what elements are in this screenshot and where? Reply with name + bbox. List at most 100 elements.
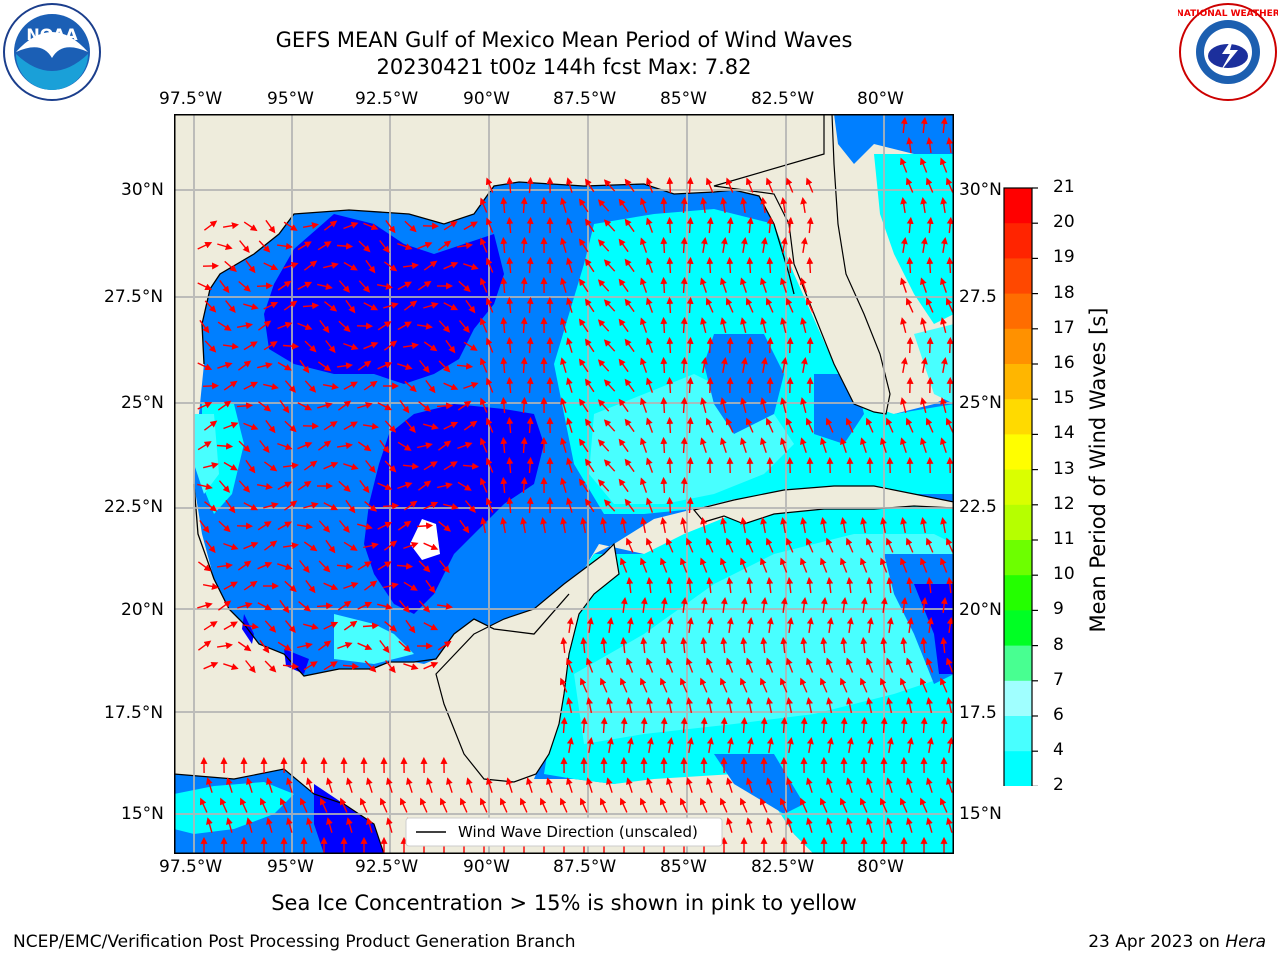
wave-direction-arrow (425, 379, 436, 394)
wave-direction-arrow (946, 817, 953, 833)
wave-direction-arrow (346, 817, 353, 833)
wave-direction-arrow (880, 437, 887, 453)
colorbar-cell (1004, 645, 1032, 682)
lon-label-top: 95°W (267, 89, 314, 109)
wave-direction-arrow (345, 299, 356, 314)
wave-direction-arrow (900, 357, 908, 374)
wave-direction-arrow (866, 576, 874, 594)
wave-direction-arrow (719, 557, 728, 573)
wave-direction-arrow (578, 358, 589, 373)
lat-label-right: 25°N (959, 393, 1002, 413)
wave-direction-arrow (226, 777, 233, 793)
wave-direction-arrow (199, 319, 210, 334)
wave-direction-arrow (526, 496, 534, 514)
wave-direction-arrow (197, 561, 212, 572)
wave-direction-arrow (259, 639, 270, 654)
wave-direction-arrow (740, 237, 748, 254)
wave-direction-arrow (337, 600, 352, 611)
lat-label-right: 22.5 (959, 497, 997, 517)
wave-direction-arrow (343, 221, 359, 230)
wave-direction-arrow (383, 582, 399, 589)
wave-direction-arrow (726, 817, 733, 833)
wave-direction-arrow (357, 642, 373, 651)
wave-direction-arrow (237, 560, 252, 571)
wave-direction-arrow (224, 260, 237, 272)
lon-label-bottom: 80°W (857, 857, 904, 877)
wave-direction-arrow (666, 697, 674, 714)
wave-direction-arrow (700, 237, 708, 254)
wave-direction-arrow (805, 657, 814, 673)
wave-direction-arrow (806, 737, 814, 754)
wave-direction-arrow (358, 240, 371, 253)
wave-direction-arrow (337, 641, 353, 650)
wave-direction-arrow (820, 716, 828, 734)
wave-direction-arrow (740, 397, 747, 413)
wave-direction-arrow (416, 522, 434, 530)
wave-direction-arrow (206, 817, 213, 833)
wave-direction-arrow (357, 360, 372, 371)
lon-label-top: 90°W (463, 89, 510, 109)
wave-direction-arrow (706, 576, 714, 594)
wave-direction-arrow (760, 636, 768, 654)
wave-direction-arrow (879, 797, 888, 813)
wave-direction-arrow (746, 777, 753, 793)
wave-direction-arrow (680, 716, 688, 734)
lat-label-right: 30°N (959, 180, 1002, 200)
wave-direction-arrow (800, 197, 808, 214)
wave-direction-arrow (403, 500, 418, 511)
wave-direction-arrow (905, 537, 914, 553)
lon-label-top: 87.5°W (553, 89, 617, 109)
wave-direction-arrow (886, 697, 894, 714)
wave-direction-arrow (546, 777, 553, 793)
wave-direction-arrow (242, 622, 259, 630)
wave-direction-arrow (666, 336, 674, 354)
wave-direction-arrow (920, 397, 927, 413)
wave-direction-arrow (860, 716, 868, 734)
wave-direction-arrow (343, 620, 358, 631)
wave-direction-arrow (326, 777, 333, 793)
wave-direction-arrow (283, 221, 298, 231)
lat-label-left: 27.5°N (104, 287, 164, 307)
wave-direction-arrow (680, 196, 688, 214)
wave-direction-arrow (245, 459, 256, 474)
wave-direction-arrow (238, 440, 251, 453)
wave-direction-arrow (479, 797, 488, 813)
svg-text:NATIONAL WEATHER: NATIONAL WEATHER (1178, 9, 1278, 19)
wave-direction-arrow (560, 517, 568, 534)
wave-direction-arrow (618, 198, 629, 213)
wave-direction-arrow (920, 197, 928, 214)
wave-direction-arrow (317, 241, 332, 251)
wave-direction-arrow (906, 336, 914, 354)
wave-direction-arrow (263, 461, 278, 472)
wave-direction-arrow (485, 497, 494, 513)
wave-direction-arrow (846, 576, 854, 594)
wave-direction-arrow (217, 243, 233, 250)
wave-direction-arrow (223, 663, 239, 670)
wave-direction-arrow (866, 737, 874, 754)
wave-direction-arrow (725, 537, 734, 553)
wave-direction-arrow (946, 216, 954, 234)
wave-direction-arrow (906, 216, 914, 234)
wave-direction-arrow (906, 777, 913, 793)
wave-direction-arrow (660, 517, 668, 534)
wave-direction-arrow (945, 537, 954, 553)
wave-direction-arrow (364, 660, 377, 673)
wave-direction-arrow (685, 537, 694, 553)
wave-direction-arrow (520, 517, 528, 534)
wave-direction-arrow (720, 597, 728, 613)
wave-direction-arrow (620, 636, 628, 654)
wave-direction-arrow (759, 677, 768, 693)
wave-direction-arrow (680, 597, 688, 613)
wave-direction-arrow (217, 600, 232, 611)
wave-direction-arrow (886, 576, 894, 594)
wave-direction-arrow (197, 602, 213, 609)
wave-direction-arrow (760, 357, 768, 374)
wave-direction-arrow (940, 197, 948, 214)
wave-direction-arrow (284, 380, 296, 393)
colorbar-tick-label: 2 (1053, 775, 1064, 796)
wave-direction-arrow (940, 636, 948, 654)
wave-direction-arrow (202, 582, 219, 590)
lon-label-bottom: 92.5°W (355, 857, 419, 877)
wave-direction-arrow (720, 437, 727, 453)
wave-direction-arrow (438, 320, 451, 333)
